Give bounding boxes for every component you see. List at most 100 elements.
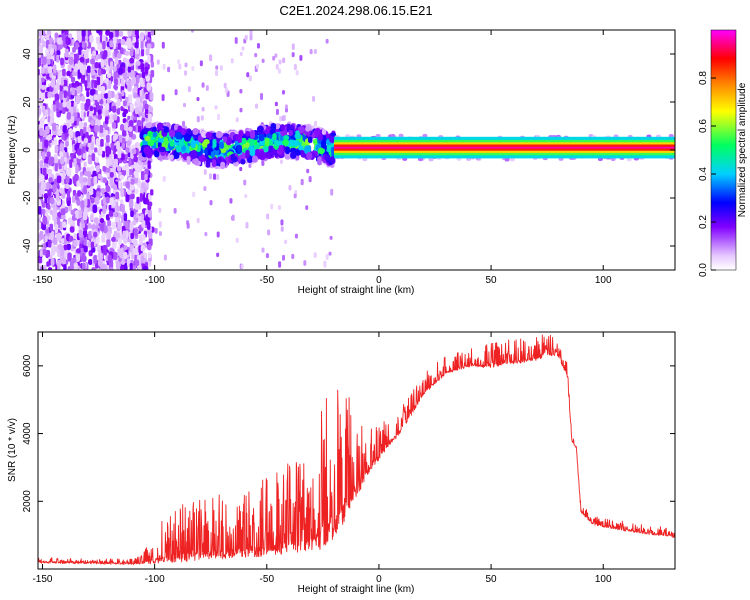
heatmap-cell: [129, 262, 133, 270]
heatmap-cell: [41, 202, 46, 208]
heatmap-cell: [48, 168, 53, 178]
heatmap-cell: [77, 136, 82, 144]
heatmap-cell: [167, 66, 171, 73]
heatmap-cell: [308, 176, 312, 183]
heatmap-cell: [39, 127, 44, 136]
heatmap-cell: [177, 59, 181, 65]
heatmap-cell: [71, 87, 75, 96]
heatmap-cell: [87, 136, 92, 143]
heatmap-cell: [133, 239, 138, 247]
heatmap-cell: [109, 171, 114, 178]
heatmap-cell: [114, 58, 119, 65]
snr-series-line: [38, 334, 675, 566]
heatmap-cell: [150, 189, 154, 196]
heatmap-cell: [80, 200, 85, 209]
heatmap-cell: [266, 213, 270, 220]
heatmap-cell: [274, 53, 278, 58]
heatmap-cell: [274, 101, 278, 107]
heatmap-cell: [44, 197, 48, 204]
heatmap-cell: [111, 221, 116, 230]
heatmap-cell: [97, 258, 103, 267]
heatmap-cell: [93, 132, 98, 138]
heatmap-cell: [41, 77, 45, 83]
heatmap-cell: [158, 221, 162, 228]
heatmap-cell: [277, 205, 281, 210]
heatmap-cell: [39, 230, 44, 240]
y-tick-label: -40: [22, 238, 33, 253]
heatmap-cell: [103, 249, 107, 256]
heatmap-cell: [131, 36, 137, 43]
heatmap-cell: [68, 56, 74, 65]
heatmap-cell: [152, 131, 158, 138]
heatmap-cell: [139, 192, 143, 202]
heatmap-cell: [95, 55, 99, 61]
heatmap-cell: [118, 237, 122, 246]
heatmap-cell: [243, 179, 247, 186]
heatmap-cell: [281, 90, 285, 95]
heatmap-cell: [196, 97, 200, 102]
heatmap-cell: [98, 249, 102, 258]
heatmap-cell: [147, 204, 152, 211]
heatmap-cell: [306, 168, 310, 174]
heatmap-cell: [129, 221, 133, 231]
heatmap-cell: [99, 93, 105, 100]
heatmap-cell: [149, 106, 154, 113]
heatmap-cell: [139, 89, 143, 97]
heatmap-cell: [134, 106, 140, 115]
heatmap-cell: [41, 105, 46, 113]
heatmap-cell: [140, 255, 144, 263]
heatmap-cell: [120, 188, 125, 198]
heatmap-cell: [112, 184, 117, 190]
heatmap-cell: [46, 249, 50, 258]
heatmap-cell: [277, 68, 281, 74]
heatmap-cell: [44, 109, 49, 116]
heatmap-cell: [107, 254, 112, 263]
heatmap-cell: [139, 104, 143, 113]
heatmap-cell: [122, 118, 127, 124]
heatmap-cell: [92, 50, 97, 57]
heatmap-cell: [83, 245, 88, 253]
heatmap-cell: [173, 208, 177, 214]
heatmap-cell: [291, 253, 295, 259]
heatmap-cell: [216, 157, 222, 164]
x-tick-label: 50: [486, 275, 498, 286]
heatmap-cell: [96, 30, 101, 34]
heatmap-cell: [130, 232, 134, 240]
heatmap-cell: [53, 209, 58, 219]
heatmap-cell: [134, 30, 139, 36]
heatmap-cell: [201, 82, 205, 88]
heatmap-cell: [87, 222, 92, 229]
heatmap-cell: [126, 37, 132, 46]
heatmap-cell: [249, 138, 255, 147]
heatmap-cell: [203, 139, 210, 145]
heatmap-cell: [112, 114, 118, 121]
heatmap-cell: [305, 126, 311, 132]
heatmap-cell: [113, 71, 118, 80]
heatmap-cell: [107, 90, 112, 100]
heatmap-cell: [96, 36, 100, 44]
heatmap-cell: [129, 57, 135, 64]
heatmap-cell: [245, 222, 249, 229]
heatmap-cell: [113, 133, 118, 140]
heatmap-cell: [67, 217, 73, 225]
heatmap-cell: [47, 204, 51, 210]
x-tick-label: 100: [595, 275, 612, 286]
colorbar-label: Normalized spectral amplitude: [737, 82, 748, 217]
heatmap-cell: [129, 49, 134, 57]
heatmap-cell: [286, 123, 291, 132]
heatmap-cell: [91, 224, 96, 230]
heatmap-cell: [129, 192, 135, 200]
heatmap-cell: [94, 156, 99, 163]
heatmap-cell: [117, 98, 121, 107]
heatmap-cell: [47, 66, 53, 74]
heatmap-cell: [137, 215, 142, 222]
heatmap-cell: [141, 112, 146, 119]
heatmap-cell: [186, 156, 191, 165]
heatmap-cell: [215, 130, 223, 139]
heatmap-cell: [140, 245, 146, 252]
heatmap-cell: [63, 244, 68, 251]
colorbar-tick-label: 0.2: [698, 215, 709, 229]
heatmap-cell: [101, 85, 105, 95]
heatmap-cell: [93, 175, 98, 185]
heatmap-cell: [212, 139, 217, 148]
